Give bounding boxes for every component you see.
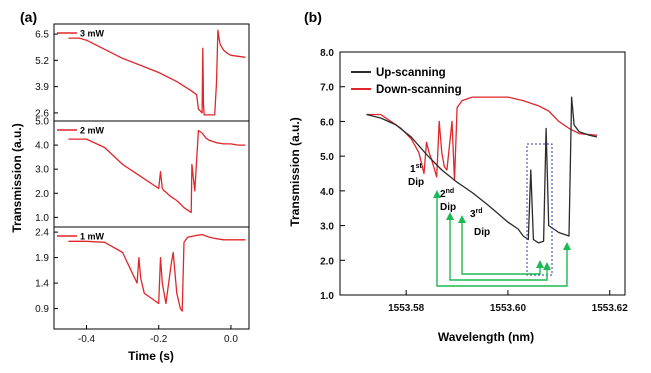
b-ytick-label: 1.0 [320,291,334,302]
svg-text:2nd: 2nd [440,188,454,200]
b-ytick-label: 7.0 [320,83,334,94]
panel-b-ylabel: Transmission (a.u.) [288,117,302,226]
b-xtick-label: 1553.58 [388,303,425,314]
dip-3-base: 3 [470,209,476,220]
arrowhead-3rd-down [536,260,544,268]
b-ytick-label: 3.0 [320,222,334,233]
series-line-up-scanning [366,96,598,244]
a-ytick-label: 1.9 [35,253,49,264]
panel-b-frame [339,51,626,296]
b-ytick-label: 5.0 [320,152,334,163]
dip-2-base: 2 [440,189,446,200]
zoom-box [526,143,553,276]
dip-1-word: Dip [408,177,424,188]
b-xtick-label: 1553.60 [490,303,527,314]
arrowhead-1st-up [433,190,441,198]
legend-down-label: Down-scanning [376,84,462,96]
legend-up-label: Up-scanning [376,67,446,79]
arrow-1st-dip [436,198,568,287]
series-line-2mw [68,129,246,214]
arrowhead-3rd-up [458,215,466,223]
subplot-label: 3 mW [80,29,105,39]
dip-annotation-3rd: 3rd Dip [470,208,490,238]
subplot-2mw-frame [53,120,250,228]
panel-a-ylabel: Transmission (a.u.) [10,123,24,232]
dip-annotation-2nd: 2nd Dip [440,188,456,213]
dip-1-sup: st [416,163,423,170]
series-line-down-scanning [366,96,598,182]
a-xtick-label: -0.4 [78,334,96,345]
series-line-1mw [68,233,246,312]
a-ytick-label: 3.0 [35,165,49,176]
a-ytick-label: 5.2 [35,56,49,67]
dip-arrows [436,198,568,287]
a-ytick-label: 1.0 [35,213,49,224]
arrowhead-2nd-down [543,262,551,270]
arrow-2nd-dip [449,220,548,281]
a-ytick-label: 4.0 [35,141,49,152]
panel-a: 6.5 5.2 3.9 2.65.0 4.0 3.0 2.0 1.0 2.4 1.9 1.4 0.9 -… [10,23,250,363]
b-ytick-label: 4.0 [320,187,334,198]
a-ytick-label: 1.4 [35,279,49,290]
a-ytick-label: 0.9 [35,304,49,315]
subplot-label: 2 mW [80,126,105,136]
arrowhead-1st-down [563,242,571,250]
arrowhead-2nd-up [446,212,454,220]
dip-arrowheads [433,190,571,270]
a-ytick-label: 2.6 [35,108,49,119]
a-ytick-label: 6.5 [35,30,49,41]
panel-a-xlabel: Time (s) [128,349,174,363]
b-ytick-label: 2.0 [320,256,334,267]
dip-2-word: Dip [440,202,456,213]
svg-text:3rd: 3rd [470,208,483,220]
b-ytick-label: 8.0 [320,48,334,59]
panel-b-label: (b) [304,9,322,25]
subplot-1mw-frame [53,226,250,330]
subplot-label: 1 mW [80,232,105,242]
a-ytick-label: 5.0 [35,117,49,128]
a-ytick-label: 3.9 [35,82,49,93]
panel-b: 1.0 2.0 3.0 4.0 5.0 6.0 7.0 8.0 1553.58 1553.60 15… [288,48,628,344]
a-ytick-label: 2.0 [35,189,49,200]
dip-annotation-1st: 1st Dip [408,163,424,188]
series-line-3mw [68,29,246,116]
a-xtick-label: -0.2 [150,334,168,345]
legend: Up-scanning Down-scanning [351,67,462,96]
panel-a-label: (a) [20,9,37,25]
panel-b-xlabel: Wavelength (nm) [438,330,534,344]
svg-text:1st: 1st [410,163,422,175]
b-xtick-label: 1553.62 [592,303,629,314]
a-ytick-label: 2.4 [35,228,49,239]
dip-3-sup: rd [476,208,483,215]
arrow-3rd-dip [461,223,541,275]
dip-3-word: Dip [474,227,490,238]
a-xtick-label: 0.0 [224,334,238,345]
b-ytick-label: 6.0 [320,117,334,128]
dip-1-base: 1 [410,164,416,175]
dip-2-sup: nd [446,188,455,195]
